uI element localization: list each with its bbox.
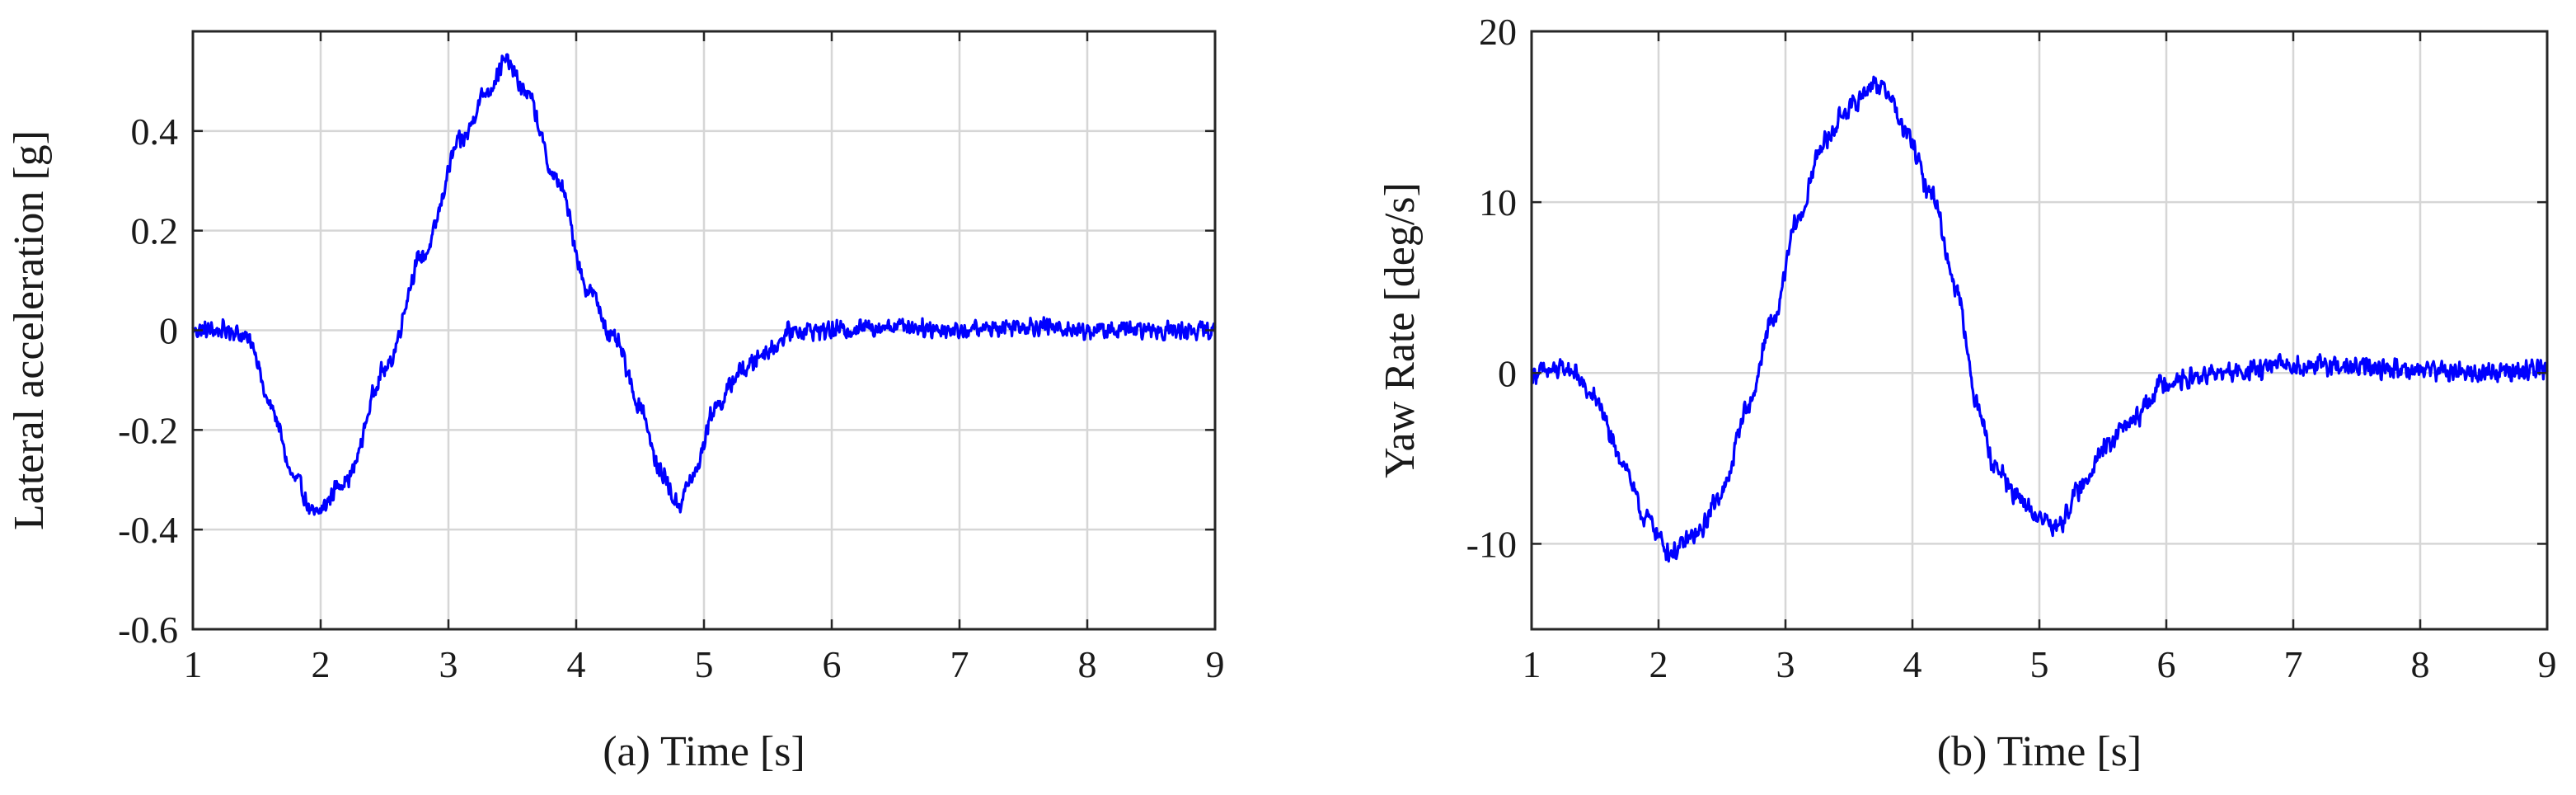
y-tick-label: 0.4 [131, 111, 179, 153]
x-tick-label: 3 [1776, 643, 1795, 685]
y-tick-label: 10 [1479, 181, 1517, 223]
x-axis-title: (b) Time [s] [1937, 728, 2142, 775]
x-tick-label: 6 [823, 643, 842, 685]
x-tick-label: 7 [950, 643, 969, 685]
x-tick-label: 5 [2030, 643, 2049, 685]
y-tick-label: -0.4 [118, 509, 178, 551]
x-tick-label: 1 [184, 643, 203, 685]
x-tick-label: 9 [1206, 643, 1225, 685]
x-tick-label: 4 [1903, 643, 1922, 685]
x-tick-label: 8 [1078, 643, 1097, 685]
x-tick-label: 5 [695, 643, 714, 685]
ticks: 1 2 3 4 5 6 7 8 9 -10 0 10 20 [1466, 11, 2557, 685]
chart-lateral-acceleration: 1 2 3 4 5 6 7 8 9 -0.6 -0.4 -0.2 0 0.2 0.4 (a) Time [s]… [6, 30, 1225, 775]
x-tick-label: 2 [1649, 643, 1668, 685]
x-tick-label: 3 [439, 643, 458, 685]
y-axis-title: Lateral acceleration [g] [6, 130, 53, 530]
x-tick-label: 2 [312, 643, 331, 685]
series-line-yaw-rate [1530, 75, 2549, 563]
x-tick-label: 1 [1523, 643, 1541, 685]
y-tick-label: -10 [1466, 523, 1517, 565]
x-tick-label: 8 [2411, 643, 2430, 685]
y-tick-label: -0.6 [118, 609, 178, 651]
y-tick-label: 20 [1479, 11, 1517, 53]
chart-yaw-rate: 1 2 3 4 5 6 7 8 9 -10 0 10 20 (b) Time [s] Yaw Rate [d… [1377, 11, 2557, 775]
y-axis-title: Yaw Rate [deg/s] [1377, 182, 1424, 478]
x-tick-label: 7 [2284, 643, 2303, 685]
y-tick-label: -0.2 [118, 409, 178, 451]
x-tick-label: 9 [2538, 643, 2557, 685]
x-tick-label: 4 [567, 643, 586, 685]
y-tick-label: 0 [159, 310, 178, 352]
x-tick-label: 6 [2157, 643, 2176, 685]
x-axis-title: (a) Time [s] [603, 728, 805, 775]
ticks: 1 2 3 4 5 6 7 8 9 -0.6 -0.4 -0.2 0 0.2 0.4 [118, 31, 1225, 685]
y-tick-label: 0 [1498, 352, 1517, 394]
y-tick-label: 0.2 [131, 210, 179, 252]
series-line-lateral-acceleration [191, 53, 1217, 516]
